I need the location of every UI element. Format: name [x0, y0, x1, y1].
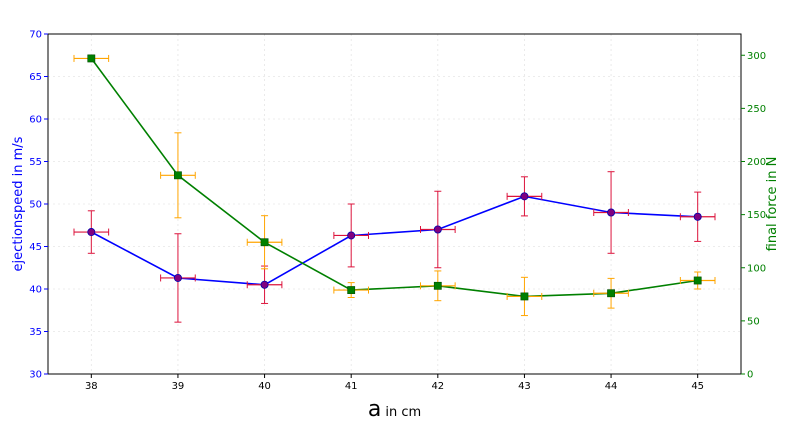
x-tick-label: 41	[345, 381, 358, 392]
y-left-tick-label: 40	[29, 285, 42, 296]
y-left-tick-label: 55	[29, 157, 42, 168]
data-point-2	[347, 286, 356, 294]
series-line-2	[90, 57, 698, 298]
data-point-2	[607, 289, 615, 298]
y-right-tick-label: 0	[747, 370, 753, 381]
data-point-1	[520, 192, 529, 201]
y-right-tick-label: 50	[747, 316, 760, 327]
y-right-tick-label: 300	[747, 51, 766, 62]
y-left-tick-label: 60	[29, 115, 42, 126]
x-tick-label: 42	[431, 381, 444, 392]
y-left-tick-label: 45	[29, 242, 42, 253]
x-axis-label-symbol: a	[368, 397, 381, 422]
x-axis-label: a in cm	[368, 397, 421, 422]
y-left-tick-label: 35	[29, 327, 42, 338]
data-point-1	[433, 225, 442, 234]
data-point-1	[260, 280, 269, 289]
x-tick-label: 39	[172, 381, 185, 392]
data-point-1	[347, 231, 356, 240]
y-left-tick-label: 65	[29, 72, 42, 83]
data-point-2	[693, 276, 702, 285]
series-line-1	[90, 195, 698, 286]
y-left-axis-label: ejectionspeed in m/s	[11, 136, 26, 271]
x-tick-label: 45	[691, 381, 704, 392]
y-right-axis-label: final force in N	[765, 157, 780, 252]
y-right-tick-label: 250	[747, 104, 766, 115]
x-tick-label: 44	[605, 381, 618, 392]
y-left-tick-label: 70	[29, 30, 42, 41]
data-point-2	[87, 54, 96, 63]
x-tick-label: 43	[518, 381, 531, 392]
data-point-1	[693, 212, 702, 221]
data-point-1	[87, 228, 96, 237]
y-right-tick-label: 150	[747, 210, 766, 221]
data-point-1	[173, 273, 182, 282]
x-tick-label: 38	[85, 381, 98, 392]
y-right-tick-label: 100	[747, 263, 766, 274]
y-right-tick-label: 200	[747, 157, 766, 168]
data-point-2	[433, 281, 442, 290]
y-left-tick-label: 50	[29, 200, 42, 211]
data-point-2	[174, 171, 182, 180]
data-point-1	[607, 208, 616, 217]
x-axis-label-unit: in cm	[385, 405, 421, 420]
y-left-tick-label: 30	[29, 370, 42, 381]
x-tick-label: 40	[258, 381, 271, 392]
data-point-2	[260, 238, 269, 247]
data-point-2	[520, 292, 529, 301]
